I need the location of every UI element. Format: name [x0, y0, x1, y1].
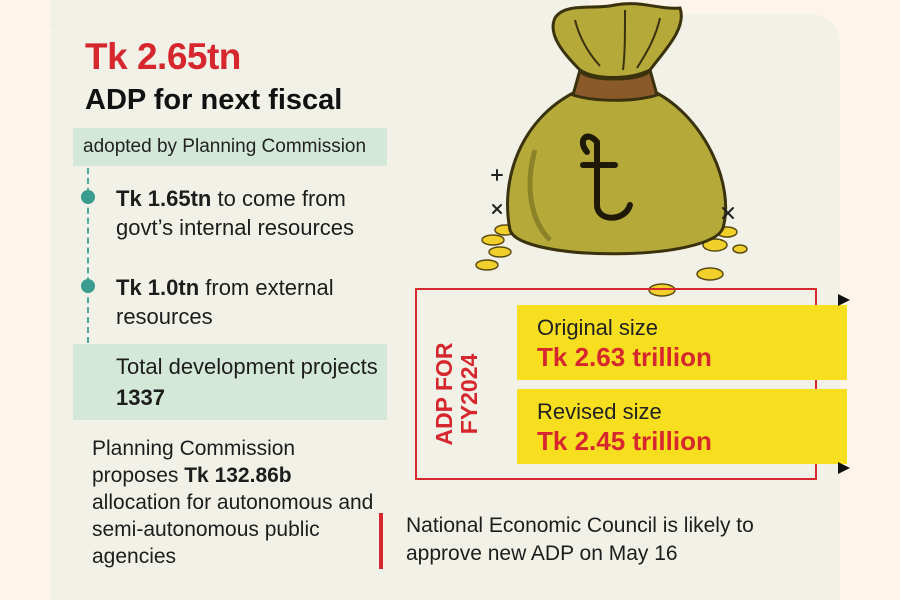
internal-resources-amount: Tk 1.65tn [116, 186, 212, 211]
timeline-dashed-line [87, 168, 89, 343]
adp-label-line1: ADP FOR [431, 342, 457, 446]
proposal-before: Planning Commission proposes [92, 437, 296, 487]
total-projects-text: Total development projects [116, 354, 378, 379]
total-projects-value: 1337 [116, 385, 165, 410]
total-projects-box: Total development projects 1337 [73, 344, 387, 420]
adp-label-line2: FY2024 [456, 353, 482, 435]
original-size-card: Original size Tk 2.63 trillion [517, 305, 847, 380]
adopted-by-label: adopted by Planning Commission [73, 128, 387, 166]
adp-fy2024-label: ADP FOR FY2024 [431, 318, 482, 470]
proposal-after: allocation for autonomous and semi-auton… [92, 491, 374, 568]
taka-symbol-icon [579, 133, 633, 221]
internal-resources-item: Tk 1.65tn to come from govt’s internal r… [116, 184, 406, 242]
internal-resources-text: to come from govt’s internal resources [116, 186, 355, 240]
headline-subtitle: ADP for next fiscal [85, 84, 343, 116]
external-resources-item: Tk 1.0tn from external resources [116, 273, 406, 331]
proposal-amount: Tk 132.86b [184, 464, 292, 487]
council-note: National Economic Council is likely to a… [406, 514, 754, 565]
external-resources-text: from external resources [116, 275, 334, 329]
revised-size-card: Revised size Tk 2.45 trillion [517, 389, 847, 464]
bullet-dot-icon [81, 279, 95, 293]
bullet-dot-icon [81, 190, 95, 204]
original-size-label: Original size [537, 315, 659, 340]
right-margin [850, 0, 900, 600]
proposal-text: Planning Commission proposes Tk 132.86b … [92, 435, 382, 570]
revised-size-label: Revised size [537, 399, 662, 424]
external-resources-amount: Tk 1.0tn [116, 275, 200, 300]
coin-icon [475, 224, 748, 297]
sparkle-icon [491, 169, 734, 219]
original-size-value: Tk 2.63 trillion [537, 342, 712, 372]
revised-size-value: Tk 2.45 trillion [537, 426, 712, 456]
council-accent-bar [379, 513, 383, 569]
adp-fy2024-frame [415, 288, 817, 480]
frame-notch-icon [838, 462, 850, 474]
money-bag-icon [475, 2, 748, 297]
headline-amount: Tk 2.65tn [85, 36, 241, 77]
frame-notch-icon [838, 294, 850, 306]
